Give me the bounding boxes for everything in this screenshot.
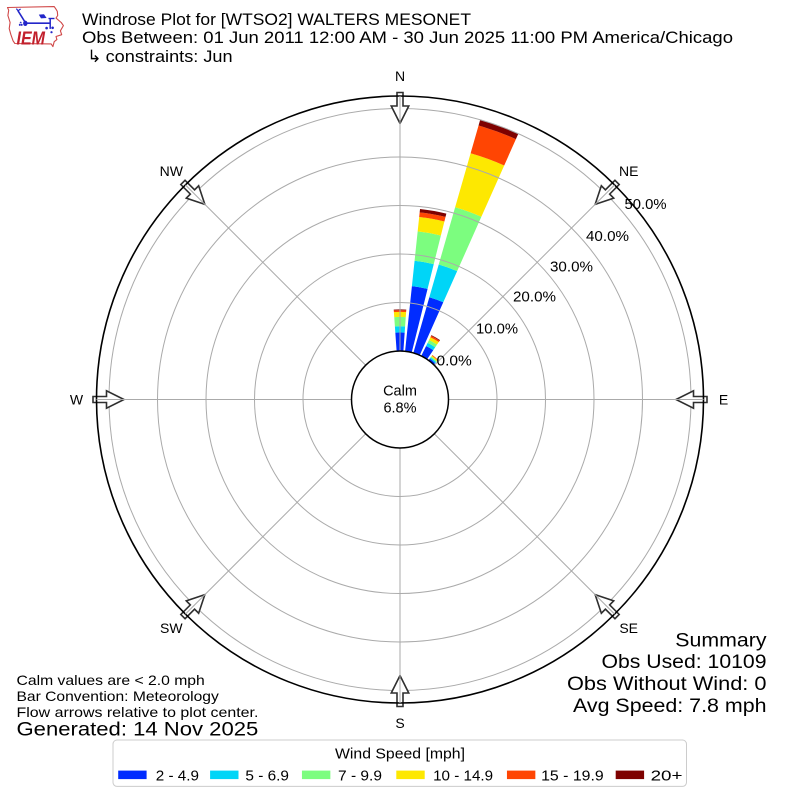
svg-text:Bar Convention: Meteorology: Bar Convention: Meteorology — [17, 688, 219, 704]
svg-text:Obs Without Wind: 0: Obs Without Wind: 0 — [567, 674, 767, 695]
svg-text:15 - 19.9: 15 - 19.9 — [541, 768, 604, 784]
svg-text:10.0%: 10.0% — [476, 321, 518, 337]
svg-text:40.0%: 40.0% — [586, 229, 629, 245]
svg-text:N: N — [395, 68, 405, 84]
svg-text:Windrose Plot for [WTSO2] WALT: Windrose Plot for [WTSO2] WALTERS MESONE… — [82, 10, 471, 29]
svg-text:↳: ↳ — [87, 47, 101, 66]
svg-text:7 - 9.9: 7 - 9.9 — [338, 768, 382, 784]
svg-text:NE: NE — [619, 163, 638, 179]
svg-text:Calm values are < 2.0 mph: Calm values are < 2.0 mph — [17, 672, 205, 688]
svg-text:20+: 20+ — [651, 768, 683, 784]
svg-text:IEM: IEM — [17, 27, 46, 48]
svg-text:Summary: Summary — [675, 630, 767, 651]
svg-text:5 - 6.9: 5 - 6.9 — [245, 768, 289, 784]
svg-text:SW: SW — [160, 620, 183, 636]
svg-text:Wind Speed [mph]: Wind Speed [mph] — [335, 747, 465, 763]
svg-text:6.8%: 6.8% — [383, 401, 416, 417]
svg-text:S: S — [395, 715, 404, 731]
svg-text:50.0%: 50.0% — [625, 197, 667, 213]
svg-text:10 - 14.9: 10 - 14.9 — [433, 768, 493, 784]
svg-text:E: E — [719, 392, 728, 408]
svg-text:SE: SE — [619, 620, 638, 636]
svg-text:Calm: Calm — [383, 384, 417, 400]
svg-text:2 - 4.9: 2 - 4.9 — [156, 768, 199, 784]
svg-text:30.0%: 30.0% — [550, 259, 593, 275]
svg-text:Obs Between: 01 Jun 2011 12:00: Obs Between: 01 Jun 2011 12:00 AM - 30 J… — [82, 28, 733, 47]
svg-text:Generated: 14 Nov 2025: Generated: 14 Nov 2025 — [17, 719, 259, 740]
svg-text:Obs Used: 10109: Obs Used: 10109 — [602, 652, 767, 673]
svg-text:constraints: Jun: constraints: Jun — [106, 47, 233, 66]
svg-text:Flow arrows relative to plot c: Flow arrows relative to plot center. — [17, 704, 259, 720]
svg-text:W: W — [70, 392, 84, 408]
svg-text:20.0%: 20.0% — [513, 289, 556, 305]
svg-text:0.0%: 0.0% — [437, 353, 472, 369]
svg-text:Avg Speed: 7.8 mph: Avg Speed: 7.8 mph — [573, 696, 767, 717]
svg-text:NW: NW — [160, 163, 184, 179]
